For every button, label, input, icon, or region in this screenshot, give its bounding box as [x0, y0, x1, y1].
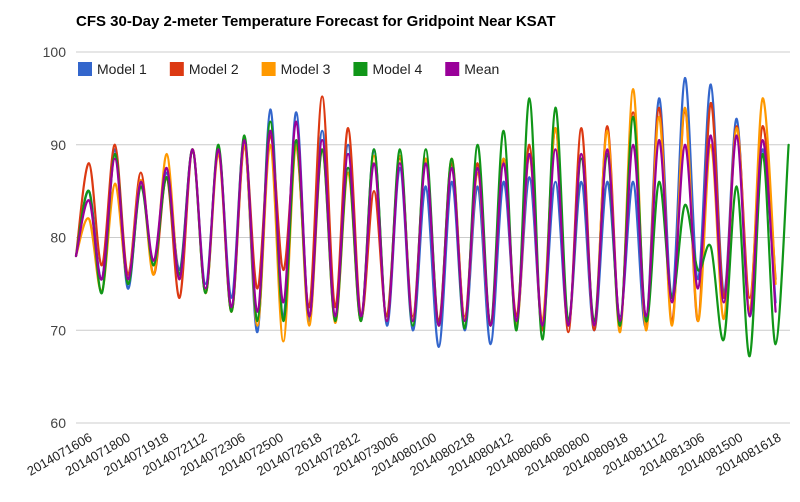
y-tick-label: 100 — [43, 44, 67, 60]
y-axis-ticks: 60 70 80 90 100 — [43, 44, 67, 431]
y-tick-label: 70 — [50, 322, 66, 338]
legend-swatch-model-2 — [169, 62, 184, 76]
legend-label: Model 3 — [281, 61, 331, 77]
chart-title: CFS 30-Day 2-meter Temperature Forecast … — [76, 13, 556, 30]
legend-swatch-model-3 — [261, 62, 276, 76]
legend-label: Model 2 — [189, 61, 239, 77]
series-line-mean — [74, 120, 777, 327]
legend-swatch-model-1 — [78, 62, 92, 76]
x-axis-ticks: 2014071606201407180020140719182014072112… — [24, 430, 783, 479]
legend-label: Mean — [464, 61, 499, 77]
legend-swatch-mean — [445, 62, 460, 76]
legend-label: Model 4 — [372, 61, 422, 77]
series-lines — [74, 76, 790, 358]
y-tick-label: 90 — [50, 137, 66, 153]
y-tick-label: 60 — [50, 415, 66, 431]
y-tick-label: 80 — [50, 230, 66, 246]
legend-label: Model 1 — [97, 61, 147, 77]
legend-swatch-model-4 — [353, 62, 368, 76]
legend: Model 1 Model 2 Model 3 Model 4 Mean — [78, 61, 499, 77]
